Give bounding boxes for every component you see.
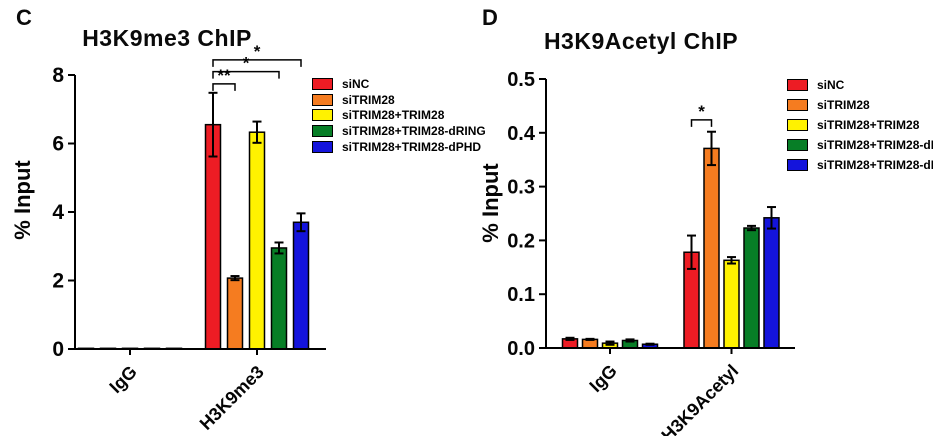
bar [226,277,244,350]
legend-item: siNC [312,76,486,92]
legend-swatch [312,141,333,154]
legend-label: siNC [817,78,845,92]
legend-label: siTRIM28+TRIM28 [817,118,920,132]
chart-title-d: H3K9Acetyl ChIP [543,28,739,54]
y-axis-title: % Input [478,163,503,243]
legend-swatch [787,139,808,151]
significance-label: * [254,42,261,61]
y-tick-label: 0.4 [507,123,536,145]
bar [703,147,720,349]
legend-swatch [787,79,808,91]
legend-item: siTRIM28+TRIM28-dRING [787,135,933,155]
bar [204,123,222,350]
x-category-label: IgG [105,362,140,397]
legend-swatch [312,109,333,122]
bar [270,247,288,350]
y-tick-label: 0.5 [507,69,535,91]
significance-bracket [212,70,280,79]
legend-label: siTRIM28+TRIM28-dPHD [817,158,933,172]
legend-swatch [312,77,333,90]
legend-swatch [312,125,333,138]
legend-label: siTRIM28+TRIM28-dPHD [342,140,482,155]
legend-item: siNC [787,75,933,95]
legend-label: siTRIM28+TRIM28-dRING [817,138,933,152]
y-axis-title: % Input [10,160,35,240]
significance-label: ** [217,66,231,85]
y-tick-label: 2 [52,270,64,293]
significance-label: * [698,102,705,121]
chart-d-canvas: 0.0 0.1 0.2 0.3 0.4 0.5 % Input IgG H3K9Acetyl * [478,69,795,436]
bar [763,217,780,349]
significance-bracket [212,83,236,91]
legend-item: siTRIM28 [787,95,933,115]
panel-letter-d: D [482,5,498,30]
legend-label: siTRIM28 [342,92,395,107]
x-category-label: H3K9me3 [196,362,268,434]
legend-swatch [312,93,333,106]
y-tick-label: 0 [52,338,64,361]
legend-swatch [787,119,808,131]
x-category-label: H3K9Acetyl [657,361,742,436]
significance-bracket [212,59,302,67]
chart-title-c: H3K9me3 ChIP [82,25,252,51]
y-tick-label: 0.0 [507,338,535,360]
legend-d: siNC siTRIM28 siTRIM28+TRIM28 siTRIM28+TRIM… [787,75,933,175]
panel-c: C H3K9me3 ChIP 0 2 4 6 8% Input IgG H3K9me3 ** *… [0,0,486,436]
legend-swatch [787,99,808,111]
legend-c: siNC siTRIM28 siTRIM28+TRIM28 siTRIM28+TRIM… [312,76,486,155]
y-tick-label: 8 [52,64,64,87]
legend-label: siNC [342,76,370,91]
x-category-label: IgG [585,361,620,396]
legend-item: siTRIM28+TRIM28-dPHD [787,155,933,175]
legend-item: siTRIM28+TRIM28 [787,115,933,135]
y-tick-label: 4 [52,201,64,224]
bar [292,221,310,350]
significance-bracket [690,119,713,127]
legend-label: siTRIM28 [817,98,870,112]
legend-item: siTRIM28+TRIM28 [312,108,486,124]
legend-item: siTRIM28+TRIM28-dRING [312,123,486,139]
y-tick-label: 6 [52,133,64,156]
bar [248,131,266,350]
significance-label: * [243,54,250,73]
y-tick-label: 0.1 [507,284,535,306]
legend-swatch [787,159,808,171]
y-tick-label: 0.2 [507,230,535,252]
bar [743,227,760,349]
y-tick-label: 0.3 [507,177,535,199]
panel-d: D H3K9Acetyl ChIP 0.0 0.1 0.2 0.3 0.4 0.5 % In… [466,0,933,436]
legend-item: siTRIM28 [312,92,486,108]
legend-label: siTRIM28+TRIM28-dRING [342,124,486,139]
legend-label: siTRIM28+TRIM28 [342,108,445,123]
panel-letter-c: C [16,5,32,30]
legend-item: siTRIM28+TRIM28-dPHD [312,139,486,155]
bar [723,259,740,349]
